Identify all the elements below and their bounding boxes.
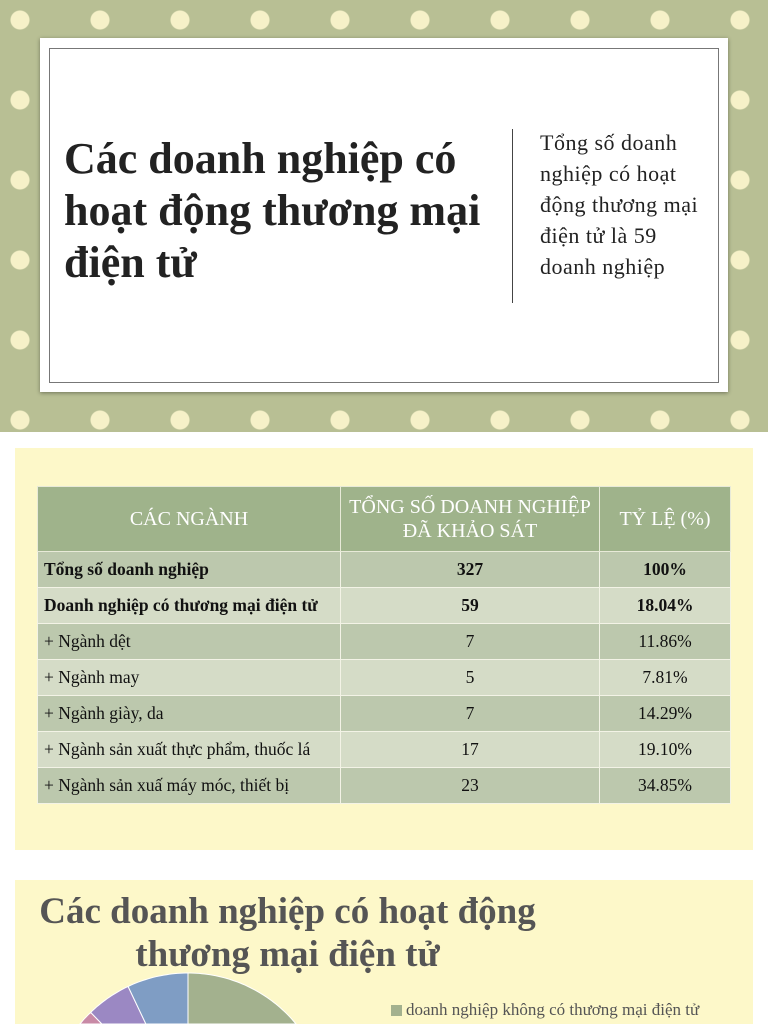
header-industry: CÁC NGÀNH bbox=[37, 486, 341, 552]
pie-slice bbox=[127, 972, 189, 1024]
header-rate: TỶ LỆ (%) bbox=[599, 486, 731, 552]
hero-background: Các doanh nghiệp có hoạt động thương mại… bbox=[0, 0, 768, 432]
chart-title: Các doanh nghiệp có hoạt động thương mại… bbox=[39, 891, 536, 975]
header-total: TỔNG SỐ DOANH NGHIỆP ĐÃ KHẢO SÁT bbox=[340, 486, 600, 552]
cell-count: 59 bbox=[340, 587, 600, 624]
cell-name: Doanh nghiệp có thương mại điện tử bbox=[37, 587, 341, 624]
cell-rate: 7.81% bbox=[599, 659, 731, 696]
title-card: Các doanh nghiệp có hoạt động thương mại… bbox=[40, 38, 728, 392]
table-row: + Ngành dệt 7 11.86% bbox=[37, 623, 731, 660]
cell-name: + Ngành giày, da bbox=[37, 695, 341, 732]
cell-count: 17 bbox=[340, 731, 600, 768]
cell-name: + Ngành dệt bbox=[37, 623, 341, 660]
cell-rate: 11.86% bbox=[599, 623, 731, 660]
subtitle: Tổng số doanh nghiệp có hoạt động thương… bbox=[540, 130, 699, 279]
cell-count: 5 bbox=[340, 659, 600, 696]
table-row: + Ngành giày, da 7 14.29% bbox=[37, 695, 731, 732]
legend-swatch bbox=[391, 1004, 402, 1016]
table-row: Doanh nghiệp có thương mại điện tử 59 18.0… bbox=[37, 587, 731, 624]
page-title: Các doanh nghiệp có hoạt động thương mại… bbox=[64, 134, 481, 287]
cell-name: + Ngành may bbox=[37, 659, 341, 696]
cell-rate: 18.04% bbox=[599, 587, 731, 624]
cell-count: 23 bbox=[340, 767, 600, 804]
table-row: + Ngành sản xuấ máy móc, thiết bị 23 34.85… bbox=[37, 767, 731, 804]
divider bbox=[512, 129, 513, 303]
pie-chart bbox=[79, 972, 297, 1024]
table-row: + Ngành may 5 7.81% bbox=[37, 659, 731, 696]
data-table: CÁC NGÀNH TỔNG SỐ DOANH NGHIỆP ĐÃ KHẢO S… bbox=[37, 486, 731, 804]
cell-rate: 100% bbox=[599, 551, 731, 588]
legend-label: doanh nghiệp không có thương mại điện tử bbox=[406, 1000, 700, 1019]
cell-name: + Ngành sản xuất thực phẩm, thuốc lá bbox=[37, 731, 341, 768]
table-row: + Ngành sản xuất thực phẩm, thuốc lá 17 19… bbox=[37, 731, 731, 768]
cell-rate: 19.10% bbox=[599, 731, 731, 768]
cell-rate: 14.29% bbox=[599, 695, 731, 732]
legend-item: doanh nghiệp không có thương mại điện tử bbox=[391, 1000, 699, 1020]
table-panel: CÁC NGÀNH TỔNG SỐ DOANH NGHIỆP ĐÃ KHẢO S… bbox=[15, 448, 753, 850]
pie-chart-panel: Các doanh nghiệp có hoạt động thương mại… bbox=[15, 880, 753, 1024]
pie-slice bbox=[187, 972, 297, 1024]
cell-count: 327 bbox=[340, 551, 600, 588]
table-row: Tổng số doanh nghiệp 327 100% bbox=[37, 551, 731, 588]
cell-count: 7 bbox=[340, 695, 600, 732]
cell-name: Tổng số doanh nghiệp bbox=[37, 551, 341, 588]
cell-count: 7 bbox=[340, 623, 600, 660]
cell-rate: 34.85% bbox=[599, 767, 731, 804]
cell-name: + Ngành sản xuấ máy móc, thiết bị bbox=[37, 767, 341, 804]
